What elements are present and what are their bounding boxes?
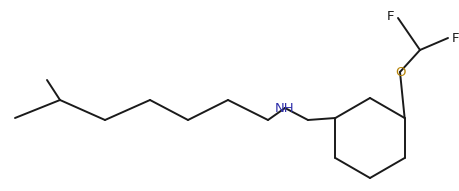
Text: O: O — [395, 66, 405, 79]
Text: F: F — [452, 32, 459, 45]
Text: NH: NH — [275, 101, 295, 114]
Text: F: F — [386, 10, 394, 23]
